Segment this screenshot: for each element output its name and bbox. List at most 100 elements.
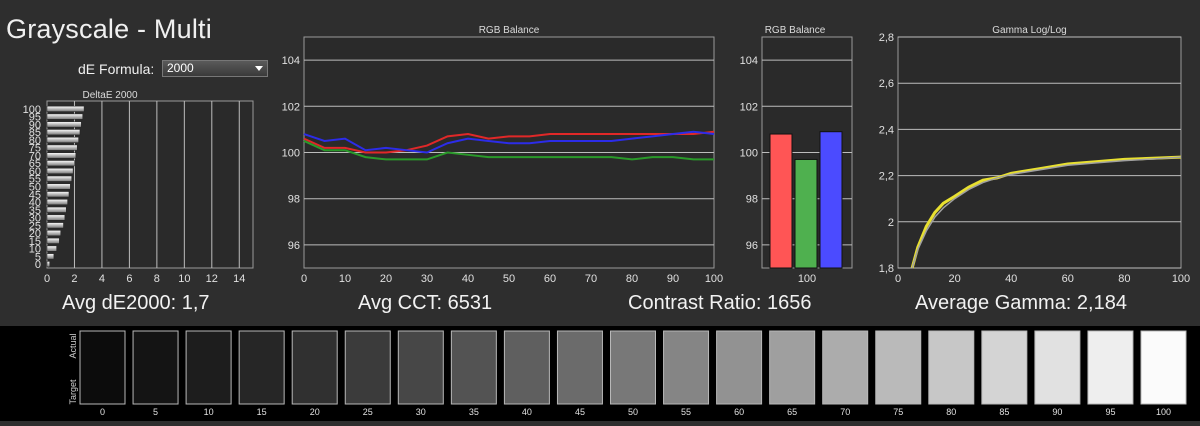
de-formula-select[interactable]: 2000 — [162, 60, 268, 77]
chevron-down-icon — [255, 66, 263, 71]
gamma-y-tick: 2 — [888, 217, 894, 229]
gray-swatch — [1034, 330, 1081, 405]
gray-swatch — [1087, 330, 1134, 405]
rgb-line-series-green — [303, 140, 714, 161]
grayscale-swatch-strip: Actual Target 0 5 10 15 20 25 30 35 40 45 50 55 60 65 70… — [0, 326, 1200, 421]
deltae-y-tick: 30 — [29, 213, 41, 225]
rgb-line-y-tick: 104 — [282, 55, 300, 67]
gray-swatch — [344, 330, 391, 405]
deltae-x-tick: 0 — [44, 273, 50, 285]
deltae-bar — [46, 237, 60, 244]
deltae-y-tick: 5 — [35, 251, 41, 263]
contrast-ratio-stat: Contrast Ratio: 1656 — [628, 292, 812, 314]
rgb-bar-y-tick: 98 — [746, 194, 758, 206]
gray-swatch — [397, 330, 444, 405]
swatch-label: 65 — [787, 407, 797, 417]
gray-swatch — [769, 330, 816, 405]
rgb-bar-x-tick: 100 — [798, 273, 816, 285]
gray-swatch — [132, 330, 179, 405]
rgb-bar-chart-title: RGB Balance — [765, 25, 826, 36]
deltae-plot-area — [46, 100, 254, 269]
deltae-bar — [46, 191, 70, 198]
deltae-y-tick: 70 — [29, 150, 41, 162]
swatch-label: 40 — [522, 407, 532, 417]
rgb-line-x-tick: 100 — [705, 273, 723, 285]
deltae-bar — [46, 245, 57, 252]
rgb-line-x-tick: 10 — [339, 273, 351, 285]
de-formula-value: 2000 — [167, 61, 194, 75]
avg-de-stat: Avg dE2000: 1,7 — [62, 292, 210, 314]
swatch-label: 85 — [999, 407, 1009, 417]
gray-swatch — [556, 330, 603, 405]
swatch-row-label-actual: Actual — [68, 333, 78, 358]
gamma-y-tick: 1,8 — [879, 263, 894, 275]
swatch-label: 75 — [893, 407, 903, 417]
deltae-y-tick: 60 — [29, 166, 41, 178]
rgb-line-x-tick: 60 — [544, 273, 556, 285]
rgb-bar-red — [769, 133, 793, 269]
deltae-x-tick: 2 — [71, 273, 77, 285]
gamma-y-tick: 2,2 — [879, 171, 894, 183]
rgb-line-x-tick: 30 — [421, 273, 433, 285]
deltae-x-tick: 12 — [206, 273, 218, 285]
gamma-y-tick: 2,8 — [879, 32, 894, 44]
gray-swatch — [981, 330, 1028, 405]
swatch-label: 30 — [416, 407, 426, 417]
rgb-bar-y-tick: 104 — [740, 55, 758, 67]
swatch-label: 15 — [257, 407, 267, 417]
deltae-bar — [46, 105, 85, 112]
rgb-line-x-tick: 80 — [626, 273, 638, 285]
deltae-bar — [46, 113, 83, 120]
deltae-bar — [46, 129, 81, 136]
swatch-label: 5 — [153, 407, 158, 417]
deltae-y-tick: 20 — [29, 228, 41, 240]
swatch-label: 55 — [681, 407, 691, 417]
rgb-line-x-tick: 40 — [462, 273, 474, 285]
swatch-label: 70 — [840, 407, 850, 417]
gamma-x-tick: 0 — [895, 273, 901, 285]
swatch-row-label-target: Target — [68, 379, 78, 405]
rgb-bar-y-tick: 102 — [740, 101, 758, 113]
deltae-bar — [46, 206, 67, 213]
deltae-bar — [46, 136, 79, 143]
swatch-label: 20 — [310, 407, 320, 417]
average-gamma-stat: Average Gamma: 2,184 — [915, 292, 1127, 314]
gamma-x-tick: 40 — [1005, 273, 1017, 285]
page-title: Grayscale - Multi — [6, 14, 212, 44]
swatch-label: 100 — [1156, 407, 1171, 417]
deltae-bar — [46, 261, 50, 268]
rgb-line-series-blue — [303, 130, 715, 154]
deltae-y-tick: 75 — [29, 143, 41, 155]
deltae-y-tick: 90 — [29, 119, 41, 131]
deltae-y-tick: 15 — [29, 236, 41, 248]
gray-swatch — [79, 330, 126, 405]
swatch-label: 60 — [734, 407, 744, 417]
de-formula-label: dE Formula: — [78, 61, 155, 77]
gray-swatch — [185, 330, 232, 405]
deltae-y-tick: 35 — [29, 205, 41, 217]
deltae-y-tick: 25 — [29, 220, 41, 232]
gray-swatch — [610, 330, 656, 405]
rgb-bar-y-tick: 96 — [746, 240, 758, 252]
gray-swatch — [291, 330, 338, 405]
deltae-bar — [46, 160, 75, 167]
deltae-y-tick: 100 — [23, 104, 41, 116]
deltae-bar — [46, 230, 61, 237]
swatch-label: 45 — [575, 407, 585, 417]
swatch-label: 25 — [363, 407, 373, 417]
gamma-x-tick: 20 — [948, 273, 960, 285]
deltae-y-tick: 65 — [29, 158, 41, 170]
rgb-bar-green — [794, 158, 818, 269]
rgb-line-x-tick: 70 — [585, 273, 597, 285]
gray-swatch — [503, 330, 550, 405]
rgb-line-y-tick: 96 — [288, 240, 300, 252]
gamma-series-actual — [910, 155, 1182, 269]
rgb-line-x-tick: 90 — [667, 273, 679, 285]
deltae-x-tick: 10 — [178, 273, 190, 285]
deltae-y-tick: 55 — [29, 174, 41, 186]
deltae-bar — [46, 121, 82, 128]
rgb-line-y-tick: 100 — [282, 148, 300, 160]
deltae-bar — [46, 175, 72, 182]
gamma-x-tick: 80 — [1118, 273, 1130, 285]
